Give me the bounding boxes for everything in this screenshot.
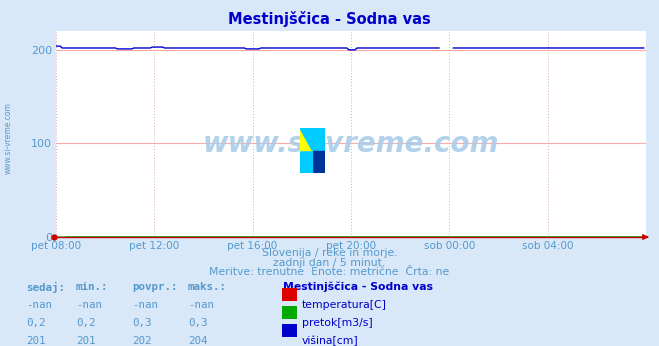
Text: sedaj:: sedaj: bbox=[26, 282, 65, 293]
Polygon shape bbox=[300, 128, 312, 151]
Text: www.si-vreme.com: www.si-vreme.com bbox=[3, 102, 13, 174]
Text: povpr.:: povpr.: bbox=[132, 282, 177, 292]
Text: 202: 202 bbox=[132, 336, 152, 346]
Text: temperatura[C]: temperatura[C] bbox=[302, 300, 387, 310]
Bar bbox=[312, 128, 325, 151]
Text: 0,2: 0,2 bbox=[26, 318, 46, 328]
Text: 0,3: 0,3 bbox=[188, 318, 208, 328]
Text: Mestinjščica - Sodna vas: Mestinjščica - Sodna vas bbox=[228, 11, 431, 27]
Text: 204: 204 bbox=[188, 336, 208, 346]
Text: min.:: min.: bbox=[76, 282, 108, 292]
Text: Mestinjščica - Sodna vas: Mestinjščica - Sodna vas bbox=[283, 282, 434, 292]
Polygon shape bbox=[300, 128, 312, 151]
Text: Slovenija / reke in morje.: Slovenija / reke in morje. bbox=[262, 248, 397, 258]
Bar bbox=[300, 151, 312, 173]
Text: zadnji dan / 5 minut.: zadnji dan / 5 minut. bbox=[273, 258, 386, 268]
Text: -nan: -nan bbox=[26, 300, 52, 310]
Bar bbox=[300, 128, 312, 151]
Text: -nan: -nan bbox=[188, 300, 214, 310]
Bar bbox=[312, 151, 325, 173]
Text: 0,3: 0,3 bbox=[132, 318, 152, 328]
Text: pretok[m3/s]: pretok[m3/s] bbox=[302, 318, 372, 328]
Text: višina[cm]: višina[cm] bbox=[302, 336, 358, 346]
Text: -nan: -nan bbox=[132, 300, 158, 310]
Text: 0,2: 0,2 bbox=[76, 318, 96, 328]
Text: -nan: -nan bbox=[76, 300, 101, 310]
Text: www.si-vreme.com: www.si-vreme.com bbox=[203, 130, 499, 158]
Text: Meritve: trenutne  Enote: metrične  Črta: ne: Meritve: trenutne Enote: metrične Črta: … bbox=[210, 267, 449, 277]
Text: maks.:: maks.: bbox=[188, 282, 227, 292]
Text: 201: 201 bbox=[76, 336, 96, 346]
Text: 201: 201 bbox=[26, 336, 46, 346]
